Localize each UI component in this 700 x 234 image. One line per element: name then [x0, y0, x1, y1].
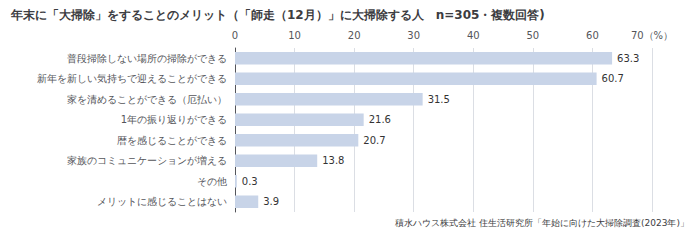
svg-text:0.3: 0.3 [242, 176, 258, 187]
svg-text:20.7: 20.7 [363, 135, 385, 146]
svg-text:10: 10 [288, 30, 301, 41]
svg-text:40: 40 [467, 30, 480, 41]
svg-text:1年の振り返りができる: 1年の振り返りができる [121, 114, 227, 125]
svg-text:暦を感じることができる: 暦を感じることができる [117, 135, 227, 146]
svg-text:3.9: 3.9 [263, 196, 279, 207]
svg-text:70（%）: 70（%） [631, 30, 673, 41]
svg-text:60.7: 60.7 [602, 73, 624, 84]
svg-text:21.6: 21.6 [369, 114, 391, 125]
svg-text:20: 20 [348, 30, 361, 41]
svg-text:50: 50 [526, 30, 539, 41]
svg-text:13.8: 13.8 [322, 155, 344, 166]
svg-text:63.3: 63.3 [617, 53, 639, 64]
svg-text:その他: その他 [197, 176, 227, 187]
svg-text:60: 60 [586, 30, 599, 41]
svg-text:普段掃除しない場所の掃除ができる: 普段掃除しない場所の掃除ができる [67, 53, 227, 64]
svg-text:年末に「大掃除」をすることのメリット（「師走（12月）」に大: 年末に「大掃除」をすることのメリット（「師走（12月）」に大掃除する人 n=30… [10, 8, 545, 22]
svg-text:新年を新しい気持ちで迎えることができる: 新年を新しい気持ちで迎えることができる [37, 73, 227, 84]
svg-text:家族のコミュニケーションが増える: 家族のコミュニケーションが増える [67, 155, 227, 166]
svg-text:31.5: 31.5 [428, 94, 450, 105]
svg-text:家を清めることができる（厄払い）: 家を清めることができる（厄払い） [67, 94, 227, 105]
svg-text:30: 30 [407, 30, 420, 41]
svg-text:積水ハウス株式会社 住生活研究所「年始に向けた大掃除調査(2: 積水ハウス株式会社 住生活研究所「年始に向けた大掃除調査(2023年)」 [395, 218, 689, 228]
svg-text:0: 0 [232, 30, 238, 41]
svg-text:メリットに感じることはない: メリットに感じることはない [97, 196, 227, 207]
